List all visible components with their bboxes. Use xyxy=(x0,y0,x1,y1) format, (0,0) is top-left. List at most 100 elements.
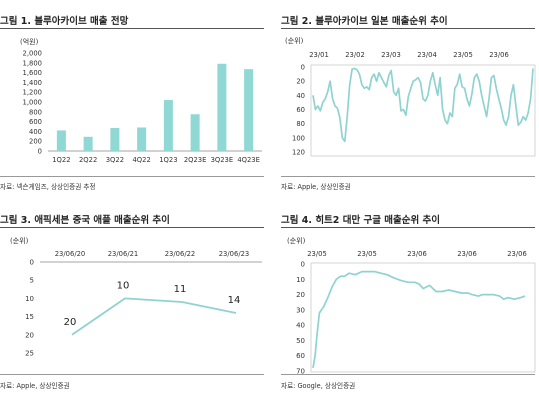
chart-3-data-label: 11 xyxy=(174,284,187,295)
chart-3-ytick-label: 5 xyxy=(30,277,34,285)
chart-1-xtick-label: 1Q23 xyxy=(159,156,177,164)
chart-4: (순위) 23/05 23/05 23/06 23/06 23/06 0 10 20 30 40… xyxy=(287,237,536,376)
panel-1-bottom-rule xyxy=(0,176,264,177)
panel-1-source: 자료: 넥슨게임즈, 상상인증권 추정 xyxy=(0,183,96,191)
chart-4-plot-frame xyxy=(310,262,536,373)
chart-3-data-label: 10 xyxy=(117,280,130,291)
chart-3-ytick-label: 15 xyxy=(25,313,34,321)
panel-1: 그림 1. 블루아카이브 매출 전망 (억원) 0 200 400 600 800 1,0… xyxy=(0,0,265,200)
chart-4-ytick-label: 10 xyxy=(296,276,305,284)
chart-4-ytick-label: 0 xyxy=(301,261,305,269)
chart-4-series-line xyxy=(312,270,526,369)
chart-1-xtick-label: 3Q22 xyxy=(106,156,124,164)
chart-4-ytick-label: 60 xyxy=(296,352,305,360)
panel-2-source: 자료: Apple, 상상인증권 xyxy=(281,183,351,191)
chart-3-xtick-label: 23/06/22 xyxy=(165,250,196,258)
panel-2: 그림 2. 블루아카이브 일본 매출순위 추이 (순위) 0 20 40 60 80 10… xyxy=(281,0,539,200)
chart-1-ytick-label: 2,000 xyxy=(23,50,42,58)
chart-3-xtick-label: 23/06/21 xyxy=(108,250,139,258)
chart-2-ytick-label: 60 xyxy=(296,106,305,114)
chart-3-xtick-label: 23/06/20 xyxy=(55,250,86,258)
chart-2-ytick-label: 40 xyxy=(296,92,305,100)
chart-3: (순위) 23/06/20 23/06/21 23/06/22 23/06/23 0 5… xyxy=(10,237,262,358)
chart-2-xtick-label: 23/06 xyxy=(489,51,509,59)
chart-1-bar xyxy=(190,114,200,151)
panel-2-title-rule xyxy=(281,28,535,29)
chart-3-ytick-label: 10 xyxy=(25,295,34,303)
chart-1-unit-label: (억원) xyxy=(20,37,39,46)
chart-1-bar xyxy=(56,130,66,151)
panel-4: 그림 4. 히트2 대만 구글 매출순위 추이 (순위) 23/05 23/05 2… xyxy=(281,200,539,405)
chart-3-unit-label: (순위) xyxy=(10,237,29,245)
chart-4-ytick-label: 70 xyxy=(296,368,305,376)
chart-1-xtick-label: 3Q23E xyxy=(211,156,234,164)
chart-2-ytick-label: 120 xyxy=(292,149,305,157)
chart-1-bar xyxy=(110,127,120,151)
chart-1-xtick-label: 1Q22 xyxy=(52,156,70,164)
chart-4-xtick-label: 23/06 xyxy=(507,250,527,258)
chart-3-xtick-label: 23/06/23 xyxy=(219,250,250,258)
chart-2-ytick-label: 80 xyxy=(296,120,305,128)
panel-4-title-rule xyxy=(281,227,535,228)
chart-3-ytick-label: 0 xyxy=(30,259,34,267)
chart-1-ytick-label: 400 xyxy=(29,128,42,136)
chart-2-xtick-label: 23/02 xyxy=(345,51,365,59)
panel-3-title: 그림 3. 애픽세븐 중국 애플 매출순위 추이 xyxy=(0,215,170,226)
panel-1-title-rule xyxy=(0,28,264,29)
chart-1-ytick-label: 1,600 xyxy=(23,69,42,77)
chart-4-ytick-label: 20 xyxy=(296,291,305,299)
chart-1-bar xyxy=(163,100,173,151)
chart-1-ytick-label: 200 xyxy=(29,138,42,146)
chart-3-ytick-label: 20 xyxy=(25,331,34,339)
chart-2-xtick-label: 23/01 xyxy=(309,51,329,59)
chart-1-ytick-label: 800 xyxy=(29,108,42,116)
panel-3-source: 자료: Apple, 상상인증권 xyxy=(0,382,70,390)
chart-1-bar xyxy=(137,127,147,151)
chart-4-xtick-label: 23/05 xyxy=(307,250,327,258)
chart-2-ytick-label: 100 xyxy=(292,134,305,142)
chart-2-ytick-label: 0 xyxy=(301,64,305,72)
chart-1-bar xyxy=(244,69,254,151)
chart-2-xtick-label: 23/03 xyxy=(381,51,401,59)
panel-4-title: 그림 4. 히트2 대만 구글 매출순위 추이 xyxy=(281,215,441,226)
chart-1-ytick-label: 1,800 xyxy=(23,59,42,67)
chart-1-bar xyxy=(83,136,93,151)
chart-4-ytick-label: 40 xyxy=(296,322,305,330)
panel-3: 그림 3. 애픽세븐 중국 애플 매출순위 추이 (순위) 23/06/20 23… xyxy=(0,200,265,405)
chart-2-series-line xyxy=(312,67,534,143)
chart-4-unit-label: (순위) xyxy=(287,237,306,245)
chart-3-series-line xyxy=(71,297,237,336)
chart-2-plot-frame xyxy=(310,64,536,157)
chart-1-xtick-label: 4Q22 xyxy=(132,156,150,164)
chart-2: (순위) 0 20 40 60 80 100 120 23/01 23/02 23/03 23/0… xyxy=(285,37,536,157)
chart-2-ytick-label: 20 xyxy=(296,78,305,86)
chart-1-ytick-label: 1,400 xyxy=(23,79,42,87)
chart-1-xtick-label: 2Q23E xyxy=(184,156,207,164)
chart-1-ytick-label: 1,000 xyxy=(23,99,42,107)
chart-3-data-label: 14 xyxy=(228,295,241,306)
chart-1-ytick-label: 600 xyxy=(29,118,42,126)
chart-3-ytick-label: 25 xyxy=(25,350,34,358)
chart-2-unit-label: (순위) xyxy=(285,37,304,45)
panel-4-bottom-rule xyxy=(281,374,535,375)
chart-4-ytick-label: 30 xyxy=(296,306,305,314)
chart-4-xtick-label: 23/06 xyxy=(457,250,477,258)
chart-1-xtick-label: 4Q23E xyxy=(237,156,260,164)
panel-3-title-rule xyxy=(0,227,264,228)
chart-2-xtick-label: 23/05 xyxy=(453,51,473,59)
panel-2-bottom-rule xyxy=(281,176,535,177)
chart-4-ytick-label: 50 xyxy=(296,337,305,345)
chart-1-xtick-label: 2Q22 xyxy=(79,156,97,164)
panel-3-bottom-rule xyxy=(0,374,264,375)
chart-1-ytick-label: 1,200 xyxy=(23,89,42,97)
panel-1-title: 그림 1. 블루아카이브 매출 전망 xyxy=(0,16,129,27)
chart-1-bar xyxy=(217,63,227,151)
chart-4-xtick-label: 23/06 xyxy=(407,250,427,258)
chart-1-ytick-label: 0 xyxy=(38,148,42,156)
panel-2-title: 그림 2. 블루아카이브 일본 매출순위 추이 xyxy=(281,16,448,27)
panel-4-source: 자료: Google, 상상인증권 xyxy=(281,382,356,390)
chart-4-xtick-label: 23/05 xyxy=(357,250,377,258)
chart-3-data-label: 20 xyxy=(64,317,77,328)
chart-2-xtick-label: 23/04 xyxy=(417,51,437,59)
